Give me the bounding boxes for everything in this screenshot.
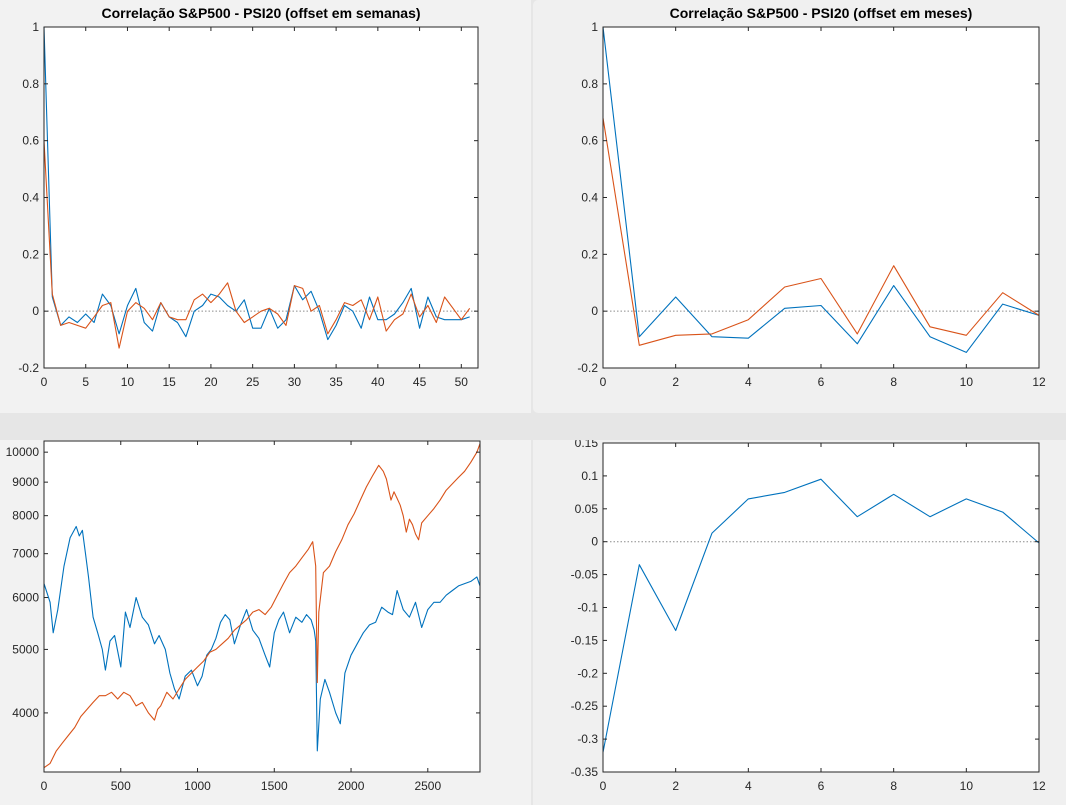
- y-tick-label: -0.15: [571, 633, 599, 647]
- x-tick-label: 10: [960, 779, 974, 793]
- series-2-line: [43, 140, 471, 349]
- x-tick-label: 12: [1032, 779, 1046, 793]
- y-tick-label: 0.8: [581, 77, 598, 91]
- y-tick-label: 7000: [12, 547, 39, 561]
- chart-weeks: Correlação S&P500 - PSI20 (offset em sem…: [18, 5, 479, 389]
- chart-panel-months: Correlação S&P500 - PSI20 (offset em mes…: [533, 0, 1066, 413]
- chart-panel-weeks: Correlação S&P500 - PSI20 (offset em sem…: [0, 0, 531, 413]
- x-tick-label: 5: [82, 375, 89, 389]
- y-tick-label: -0.05: [571, 568, 599, 582]
- x-tick-label: 2000: [338, 779, 365, 793]
- y-tick-label: -0.1: [577, 601, 598, 615]
- x-tick-label: 4: [745, 375, 752, 389]
- x-tick-label: 45: [413, 375, 427, 389]
- y-tick-label: 1: [32, 20, 39, 34]
- plot-area: [44, 27, 478, 368]
- x-tick-label: 40: [371, 375, 385, 389]
- x-tick-label: 6: [818, 375, 825, 389]
- x-tick-label: 0: [600, 375, 607, 389]
- y-tick-label: 1: [591, 20, 598, 34]
- chart-panel-prices: 0 500 1000 1500 2000 2500 4000 5000 6000 7000 8000…: [0, 440, 531, 805]
- x-tick-label: 25: [246, 375, 260, 389]
- chart-monthly-correlation: 0 2 4 6 8 10 12 -0.35 -0.3 -0.25 -0.2 -0.15 -0.1 -0.0…: [571, 440, 1046, 793]
- x-tick-label: 15: [163, 375, 177, 389]
- y-tick-label: 0: [591, 535, 598, 549]
- y-tick-label: 9000: [12, 475, 39, 489]
- x-tick-label: 1500: [261, 779, 288, 793]
- series-1-line: [43, 26, 470, 341]
- axes-box: [43, 440, 481, 773]
- series-2-line: [43, 443, 481, 769]
- x-tick-label: 10: [960, 375, 974, 389]
- y-tick-label: 0.1: [581, 469, 598, 483]
- plot-area: [603, 27, 1039, 368]
- y-tick-label: 4000: [12, 706, 39, 720]
- chart-months: Correlação S&P500 - PSI20 (offset em mes…: [577, 5, 1046, 389]
- y-tick-label: 0.4: [22, 191, 39, 205]
- series-1-line: [602, 26, 1040, 353]
- x-tick-label: 12: [1032, 375, 1046, 389]
- x-tick-label: 0: [41, 375, 48, 389]
- series-1-line: [602, 478, 1040, 753]
- y-tick-label: 0.6: [22, 134, 39, 148]
- x-tick-label: 30: [288, 375, 302, 389]
- x-tick-label: 10: [121, 375, 135, 389]
- y-tick-label: 0.15: [575, 440, 599, 450]
- y-tick-label: 0.8: [22, 77, 39, 91]
- x-tick-label: 2: [672, 375, 679, 389]
- y-tick-label: 8000: [12, 509, 39, 523]
- y-tick-label: -0.25: [571, 699, 599, 713]
- y-tick-label: 6000: [12, 591, 39, 605]
- y-tick-label: 10000: [6, 445, 40, 459]
- y-tick-label: 0.2: [22, 247, 39, 261]
- x-tick-label: 35: [329, 375, 343, 389]
- y-tick-label: -0.3: [577, 732, 598, 746]
- y-tick-label: 0: [591, 304, 598, 318]
- x-tick-label: 8: [890, 779, 897, 793]
- series-1-line: [43, 525, 481, 752]
- x-tick-label: 0: [600, 779, 607, 793]
- x-tick-label: 500: [111, 779, 131, 793]
- x-tick-label: 8: [890, 375, 897, 389]
- series-2-line: [602, 117, 1040, 346]
- y-tick-label: 5000: [12, 642, 39, 656]
- plot-area: [603, 443, 1039, 772]
- x-tick-label: 2: [672, 779, 679, 793]
- y-tick-label: 0.2: [581, 247, 598, 261]
- x-tick-label: 6: [818, 779, 825, 793]
- x-tick-label: 50: [455, 375, 469, 389]
- y-tick-label: 0.4: [581, 191, 598, 205]
- chart-prices: 0 500 1000 1500 2000 2500 4000 5000 6000 7000 8000…: [6, 440, 481, 793]
- y-tick-label: 0.05: [575, 502, 599, 516]
- x-tick-label: 0: [41, 779, 48, 793]
- chart-title: Correlação S&P500 - PSI20 (offset em sem…: [101, 5, 420, 21]
- y-tick-label: -0.35: [571, 765, 599, 779]
- x-tick-label: 2500: [414, 779, 441, 793]
- y-tick-label: 0.6: [581, 134, 598, 148]
- y-tick-label: -0.2: [577, 361, 598, 375]
- x-tick-label: 4: [745, 779, 752, 793]
- y-tick-label: -0.2: [18, 361, 39, 375]
- x-tick-label: 20: [204, 375, 218, 389]
- chart-panel-monthly-correlation: 0 2 4 6 8 10 12 -0.35 -0.3 -0.25 -0.2 -0.15 -0.1 -0.0…: [533, 440, 1066, 805]
- x-tick-label: 1000: [184, 779, 211, 793]
- chart-title: Correlação S&P500 - PSI20 (offset em mes…: [670, 5, 973, 21]
- y-tick-label: -0.2: [577, 666, 598, 680]
- plot-area: [44, 441, 480, 772]
- y-tick-label: 0: [32, 304, 39, 318]
